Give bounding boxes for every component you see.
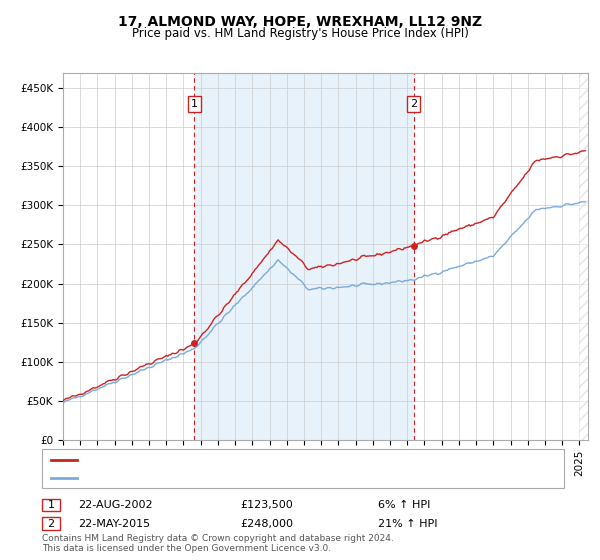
Bar bbox=[194, 73, 413, 440]
Text: 6% ↑ HPI: 6% ↑ HPI bbox=[378, 500, 430, 510]
Text: 22-MAY-2015: 22-MAY-2015 bbox=[78, 519, 150, 529]
Text: 1: 1 bbox=[191, 99, 198, 109]
Text: £248,000: £248,000 bbox=[240, 519, 293, 529]
Text: £123,500: £123,500 bbox=[240, 500, 293, 510]
Bar bbox=[580, 73, 588, 440]
Text: 1: 1 bbox=[47, 500, 55, 510]
Polygon shape bbox=[580, 73, 588, 440]
Text: HPI: Average price, detached house, Flintshire: HPI: Average price, detached house, Flin… bbox=[83, 473, 341, 483]
Text: 2: 2 bbox=[47, 519, 55, 529]
Text: 21% ↑ HPI: 21% ↑ HPI bbox=[378, 519, 437, 529]
Text: 2: 2 bbox=[410, 99, 417, 109]
Text: 17, ALMOND WAY, HOPE, WREXHAM, LL12 9NZ: 17, ALMOND WAY, HOPE, WREXHAM, LL12 9NZ bbox=[118, 15, 482, 29]
Text: 22-AUG-2002: 22-AUG-2002 bbox=[78, 500, 152, 510]
Text: 17, ALMOND WAY, HOPE, WREXHAM, LL12 9NZ (detached house): 17, ALMOND WAY, HOPE, WREXHAM, LL12 9NZ … bbox=[83, 455, 446, 465]
Text: Price paid vs. HM Land Registry's House Price Index (HPI): Price paid vs. HM Land Registry's House … bbox=[131, 27, 469, 40]
Text: Contains HM Land Registry data © Crown copyright and database right 2024.
This d: Contains HM Land Registry data © Crown c… bbox=[42, 534, 394, 553]
